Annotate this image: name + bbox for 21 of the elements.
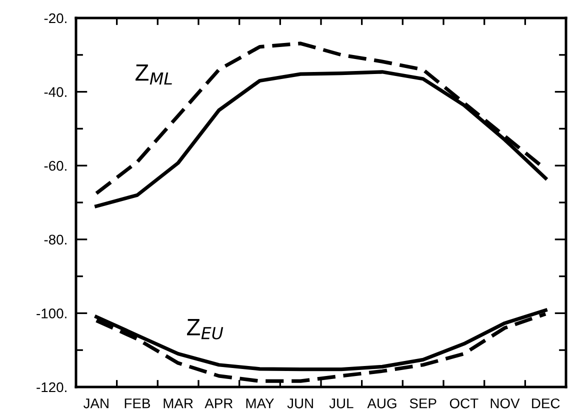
y-tick-label: -100. bbox=[36, 308, 66, 318]
x-tick-label: JUL bbox=[329, 398, 354, 408]
x-tick-label: JUN bbox=[287, 398, 313, 408]
y-tick-label: -120. bbox=[36, 382, 66, 392]
y-tick-label: -80. bbox=[44, 234, 66, 245]
x-tick-label: OCT bbox=[450, 398, 478, 408]
x-tick-label: JAN bbox=[84, 398, 108, 408]
y-tick-label: -60. bbox=[44, 160, 66, 171]
y-tick-label: -40. bbox=[44, 87, 66, 97]
x-tick-label: FEB bbox=[124, 398, 150, 408]
x-tick-label: SEP bbox=[410, 398, 436, 408]
x-tick-label: MAY bbox=[246, 398, 274, 408]
annotation: Z$_{ML}$ bbox=[136, 64, 172, 85]
x-tick-label: MAR bbox=[164, 398, 193, 408]
annotation: Z$_{EU}$ bbox=[187, 319, 224, 340]
line-series bbox=[94, 312, 548, 383]
y-tick-label: -20. bbox=[44, 13, 66, 24]
x-tick-label: NOV bbox=[490, 398, 520, 408]
x-tick-label: AUG bbox=[367, 398, 396, 408]
x-tick-label: APR bbox=[204, 398, 233, 408]
x-tick-label: DEC bbox=[532, 398, 560, 408]
